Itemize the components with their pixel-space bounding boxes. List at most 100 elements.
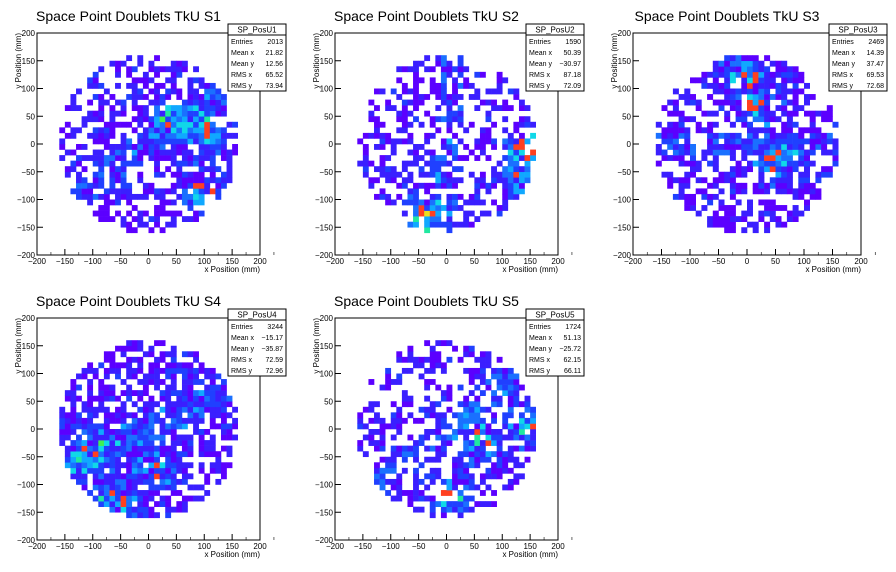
heatmap-cell	[429, 205, 436, 211]
heatmap-cell	[718, 105, 725, 111]
heatmap-cell	[712, 121, 719, 128]
heatmap-cell	[131, 490, 138, 496]
heatmap-cell	[131, 155, 138, 161]
heatmap-cell	[457, 490, 464, 496]
heatmap-cell	[64, 412, 71, 419]
y-tick-label: −150	[17, 508, 36, 517]
heatmap-cell	[446, 490, 453, 496]
heatmap-cell	[424, 171, 431, 178]
heatmap-cell	[413, 105, 419, 111]
heatmap-cell	[193, 417, 199, 424]
heatmap-cell	[752, 110, 759, 117]
heatmap-cell	[764, 116, 771, 123]
heatmap-cell	[530, 406, 536, 413]
heatmap-cell	[159, 138, 166, 145]
heatmap-cell	[154, 221, 160, 228]
heatmap-cell	[752, 82, 759, 89]
heatmap-cell	[109, 144, 116, 150]
heatmap-cell	[463, 82, 470, 89]
heatmap-cell	[215, 110, 222, 117]
heatmap-cell	[165, 506, 172, 513]
heatmap-cell	[463, 501, 470, 507]
x-tick-label: −150	[354, 257, 373, 266]
y-tick-label: −200	[17, 251, 36, 260]
heatmap-cell	[396, 182, 403, 189]
heatmap-cell	[479, 473, 486, 480]
heatmap-cell	[131, 94, 138, 100]
heatmap-cell	[181, 182, 188, 189]
heatmap-cell	[159, 379, 166, 385]
heatmap-cell	[424, 429, 431, 435]
heatmap-cell	[115, 406, 121, 413]
heatmap-cell	[385, 99, 392, 106]
heatmap-cell	[502, 434, 509, 441]
heatmap-cell	[120, 473, 127, 480]
x-tick-label: −200	[624, 257, 643, 266]
y-tick-label: 150	[22, 342, 36, 351]
heatmap-cell	[729, 166, 736, 173]
heatmap-cell	[204, 149, 211, 156]
heatmap-cell	[413, 149, 419, 156]
stats-histogram-name: SP_PosU2	[535, 26, 575, 35]
heatmap-cell	[232, 144, 238, 150]
heatmap-cell	[137, 495, 144, 502]
heatmap-cell	[752, 182, 759, 189]
heatmap-cell	[413, 506, 419, 513]
heatmap-cell	[204, 395, 211, 402]
heatmap-cell	[479, 144, 486, 150]
heatmap-cell	[181, 367, 188, 374]
heatmap-cell	[396, 478, 403, 485]
heatmap-cell	[126, 82, 133, 89]
heatmap-cell	[707, 110, 714, 117]
heatmap-cell	[513, 423, 520, 430]
heatmap-cell	[463, 401, 470, 408]
heatmap-cell	[678, 132, 685, 139]
heatmap-cell	[368, 182, 375, 189]
heatmap-cell	[198, 362, 205, 369]
heatmap-cell	[198, 467, 205, 474]
heatmap-cell	[368, 406, 375, 413]
heatmap-cell	[220, 110, 227, 117]
heatmap-cell	[513, 462, 520, 469]
heatmap-cell	[109, 105, 116, 111]
heatmap-cell	[424, 199, 431, 206]
heatmap-cell	[126, 423, 133, 430]
heatmap-cell	[170, 478, 177, 485]
heatmap-cell	[479, 478, 486, 485]
heatmap-cell	[115, 462, 121, 469]
heatmap-cell	[457, 451, 464, 458]
heatmap-cell	[396, 110, 403, 117]
heatmap-cell	[154, 149, 160, 156]
heatmap-cell	[513, 121, 520, 128]
heatmap-cell	[159, 193, 166, 200]
heatmap-cell	[424, 182, 431, 189]
heatmap-cell	[781, 160, 788, 167]
heatmap-cell	[187, 473, 194, 480]
heatmap-cell	[204, 490, 211, 496]
heatmap-cell	[491, 490, 497, 496]
heatmap-cell	[752, 71, 759, 78]
heatmap-cell	[424, 160, 431, 167]
heatmap-cell	[103, 395, 110, 402]
heatmap-cell	[407, 177, 414, 184]
heatmap-cell	[159, 82, 166, 89]
heatmap-cell	[764, 66, 771, 73]
heatmap-cell	[109, 384, 116, 391]
stats-value-mean-x: 51.13	[563, 335, 581, 342]
heatmap-cell	[729, 99, 736, 106]
heatmap-cell	[374, 127, 380, 134]
heatmap-cell	[468, 406, 475, 413]
x-tick-label: 150	[523, 542, 537, 551]
heatmap-cell	[758, 116, 765, 123]
heatmap-cell	[452, 144, 458, 150]
heatmap-cell	[226, 149, 233, 156]
heatmap-cell	[137, 105, 144, 111]
heatmap-cell	[215, 401, 222, 408]
heatmap-cell	[120, 401, 127, 408]
heatmap-cell	[452, 77, 458, 84]
heatmap-cell	[226, 132, 233, 139]
heatmap-cell	[463, 495, 470, 502]
heatmap-cell	[385, 166, 392, 173]
heatmap-cell	[752, 132, 759, 139]
heatmap-cell	[148, 88, 155, 95]
